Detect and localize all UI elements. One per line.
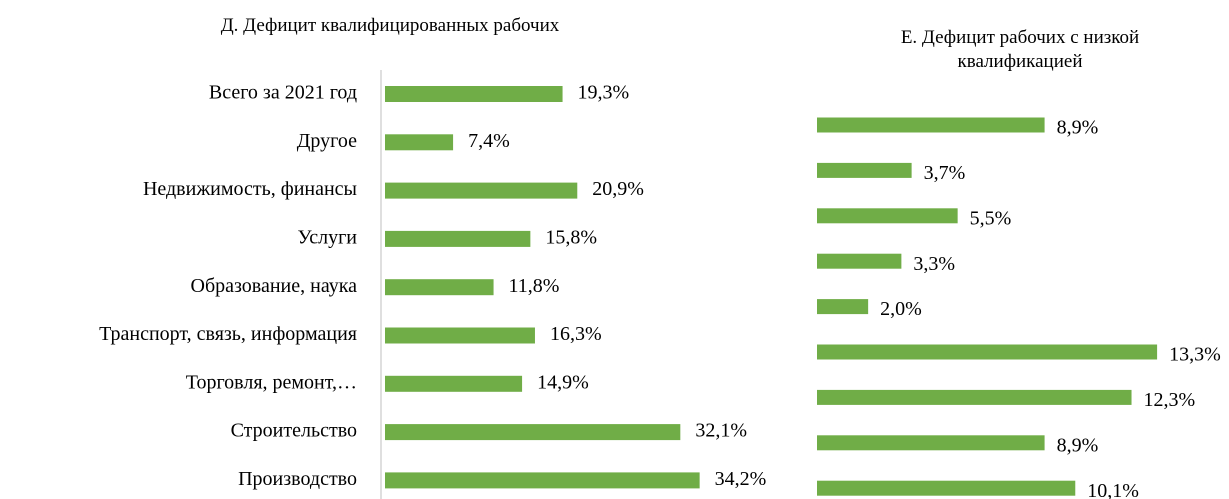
bar xyxy=(817,389,1132,405)
value-label: 8,9% xyxy=(1057,434,1099,456)
category-label: Строительство xyxy=(231,420,357,442)
value-label: 12,3% xyxy=(1144,389,1196,411)
value-label: 14,9% xyxy=(537,371,589,393)
value-label: 3,7% xyxy=(924,162,966,184)
value-label: 15,8% xyxy=(545,226,597,248)
bar xyxy=(385,182,578,199)
value-label: 20,9% xyxy=(592,178,644,200)
bar xyxy=(817,299,869,315)
category-label: Транспорт, связь, информация xyxy=(99,323,357,345)
value-label: 13,3% xyxy=(1169,344,1221,366)
bar xyxy=(385,424,681,441)
bar xyxy=(817,480,1076,496)
value-label: 32,1% xyxy=(695,420,747,442)
value-label: 3,3% xyxy=(913,253,955,275)
category-label: Всего за 2021 год xyxy=(209,82,357,104)
chart-title: Е. Дефицит рабочих с низкой квалификацие… xyxy=(900,27,1140,72)
value-label: 34,2% xyxy=(715,468,767,490)
value-label: 5,5% xyxy=(970,207,1012,229)
bar xyxy=(817,435,1045,451)
bar xyxy=(817,208,958,224)
bar xyxy=(817,162,912,178)
category-label: Образование, наука xyxy=(191,275,358,297)
value-label: 16,3% xyxy=(550,323,602,345)
bar xyxy=(385,86,563,102)
chart-title: Д. Дефицит квалифицированных рабочих xyxy=(220,15,560,36)
bar xyxy=(385,327,535,344)
bar xyxy=(385,375,523,392)
bar xyxy=(385,230,531,247)
value-label: 11,8% xyxy=(509,275,560,297)
bar xyxy=(817,253,902,269)
category-label: Недвижимость, финансы xyxy=(143,178,357,200)
value-label: 2,0% xyxy=(880,298,922,320)
value-label: 10,1% xyxy=(1087,480,1139,499)
value-label: 19,3% xyxy=(578,82,630,104)
bar xyxy=(385,134,454,151)
category-label: Услуги xyxy=(297,226,357,248)
value-label: 7,4% xyxy=(468,130,510,152)
category-label: Торговля, ремонт,… xyxy=(186,371,357,393)
value-label: 8,9% xyxy=(1057,117,1099,139)
bar xyxy=(817,344,1158,360)
category-label: Другое xyxy=(297,130,357,152)
bar xyxy=(817,117,1045,133)
bar xyxy=(385,279,494,296)
category-label: Производство xyxy=(238,468,357,490)
bar xyxy=(385,472,700,489)
